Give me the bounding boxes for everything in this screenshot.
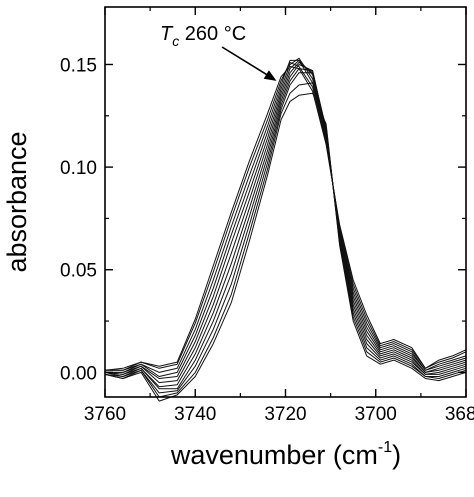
x-axis-title-main: wavenumber (cm	[170, 440, 378, 470]
spectrum-line-1	[104, 66, 467, 371]
spectrum-line-11	[104, 92, 467, 402]
annotation-symbol: T	[160, 23, 174, 45]
annotation-arrow-shaft	[221, 46, 271, 78]
annotation-subscript: c	[172, 33, 179, 49]
y-tick-label: 0.00	[60, 363, 97, 384]
spectrum-line-9	[104, 72, 467, 394]
y-tick-label: 0.05	[60, 261, 97, 282]
spectrum-line-4	[105, 57, 467, 377]
annotation-label: Tc 260 °C	[160, 23, 246, 49]
spectrum-line-5	[105, 59, 467, 379]
y-tick-label: 0.10	[60, 158, 97, 179]
x-axis-title-end: )	[392, 440, 401, 470]
spectrum-line-6	[104, 61, 467, 384]
spectrum-line-7	[104, 64, 467, 388]
x-tick-label: 3700	[355, 404, 397, 425]
annotation-arrow-head	[263, 70, 277, 81]
spectrum-line-10	[104, 82, 467, 398]
x-axis-title: wavenumber (cm-1)	[170, 439, 401, 470]
spectrum-line-3	[105, 59, 467, 373]
x-tick-label: 3720	[264, 404, 306, 425]
x-axis-title-sup: -1	[378, 439, 392, 456]
x-tick-label: 3740	[174, 404, 216, 425]
x-tick-label: 3760	[84, 404, 126, 425]
annotation-arrow	[221, 46, 277, 81]
spectrum-line-8	[104, 68, 467, 390]
series-layer	[104, 57, 467, 402]
plot-frame	[104, 6, 467, 398]
annotation-text: 260 °C	[179, 23, 246, 45]
spectrum-line-2	[105, 61, 467, 371]
y-axis-title: absorbance	[2, 131, 32, 272]
y-tick-label: 0.15	[60, 55, 97, 76]
